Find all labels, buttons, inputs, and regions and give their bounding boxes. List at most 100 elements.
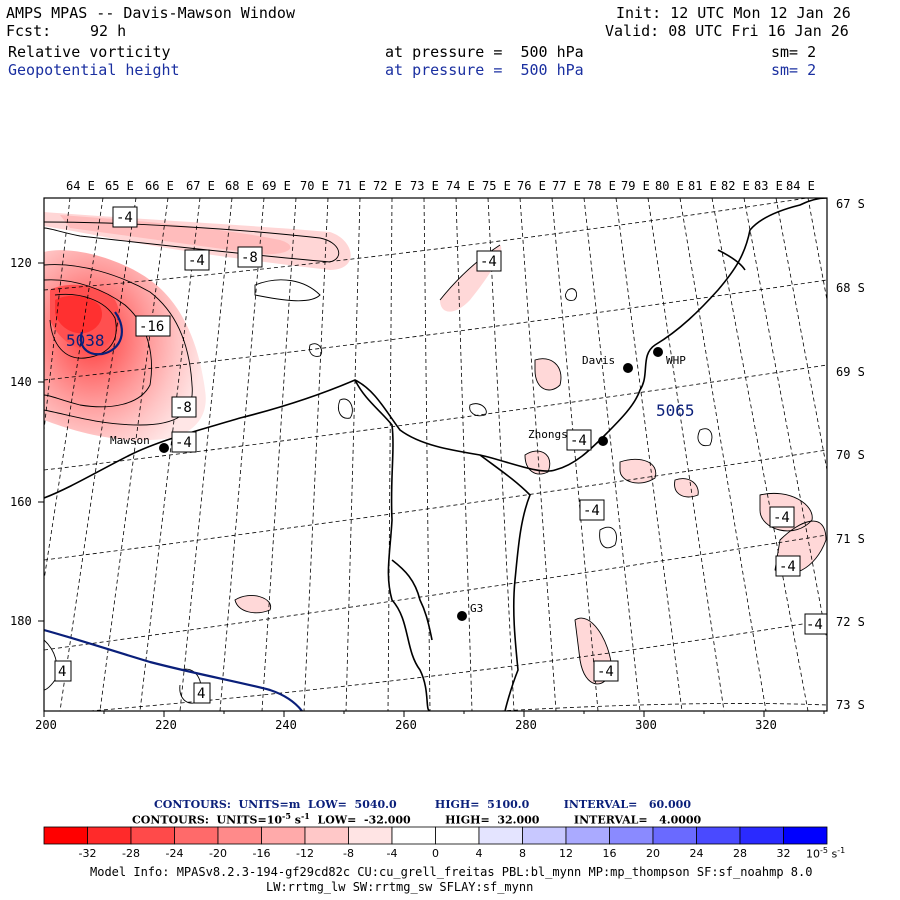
latitude-grid [44, 198, 827, 711]
colorbar-swatch [435, 826, 480, 845]
vorticity-contour-legend: CONTOURS: UNITS=10-5 s-1 LOW= -32.000 HI… [132, 811, 702, 827]
svg-text:76 E: 76 E [517, 179, 546, 193]
svg-text:79 E: 79 E [621, 179, 650, 193]
colorbar-swatch [304, 826, 349, 845]
colorbar-tick-label: -20 [209, 847, 227, 860]
height-label-5065: 5065 [656, 401, 695, 420]
svg-text:67 S: 67 S [836, 197, 865, 211]
forecast-value: 92 h [90, 22, 127, 40]
height-5100-line [44, 628, 303, 711]
colorbar-swatch [261, 826, 306, 845]
height-5040-closed [79, 311, 123, 356]
svg-text:-8: -8 [175, 400, 192, 416]
vort-label-7: -4 [171, 431, 197, 453]
vort-label-9: -4 [579, 499, 605, 521]
svg-text:200: 200 [35, 718, 57, 732]
vorticity-patch-3 [674, 478, 699, 497]
vorticity-contours [44, 221, 827, 704]
colorbar-swatch [43, 826, 88, 845]
model-info-line2: LW:rrtmg_lw SW:rrtmg_sw SFLAY:sf_mynn [266, 880, 534, 894]
svg-text:72 E: 72 E [373, 179, 402, 193]
colorbar-swatch [696, 826, 741, 845]
svg-text:-4: -4 [806, 617, 823, 633]
svg-text:120: 120 [10, 256, 32, 270]
height-contours [44, 311, 303, 711]
colorbar-swatch [391, 826, 436, 845]
field1-pressure: at pressure = 500 hPa [385, 43, 584, 61]
svg-text:280: 280 [515, 718, 537, 732]
station-label-g3: G3 [470, 602, 483, 615]
ice-shelf-west [354, 379, 431, 711]
svg-text:68 E: 68 E [225, 179, 254, 193]
vort-label-5: -16 [135, 315, 171, 337]
colorbar-tick-label: 8 [519, 847, 526, 860]
longitude-grid [44, 198, 827, 711]
svg-text:-4: -4 [583, 503, 600, 519]
svg-text:260: 260 [395, 718, 417, 732]
y-tick-labels: 120 140 160 180 [10, 256, 32, 628]
svg-text:69 E: 69 E [262, 179, 291, 193]
station-g3-marker [457, 611, 467, 621]
colorbar-swatch [609, 826, 654, 845]
colorbar-tick-label: 12 [559, 847, 573, 860]
colorbar-tick-label: -4 [386, 847, 398, 860]
coastline [44, 198, 827, 711]
vort-label-2: -4 [184, 249, 210, 271]
colorbar-swatch [174, 826, 219, 845]
colorbar-swatch [348, 826, 393, 845]
svg-text:-16: -16 [139, 319, 164, 335]
station-davis-marker [623, 363, 633, 373]
station-label-whp: WHP [666, 354, 686, 367]
svg-text:180: 180 [10, 614, 32, 628]
map-content: Davis WHP Zhongshan Mawson G3 -4 -4 -8 -… [44, 198, 827, 711]
vorticity-inner [55, 295, 103, 334]
svg-text:64 E: 64 E [66, 179, 95, 193]
colorbar-swatch [652, 826, 697, 845]
svg-text:220: 220 [155, 718, 177, 732]
colorbar-tick-label: 28 [733, 847, 747, 860]
svg-text:75 E: 75 E [482, 179, 511, 193]
model-info-line1: Model Info: MPASv8.2.3-194-gf29cd82c CU:… [90, 865, 813, 879]
vort-label-8: -4 [566, 429, 592, 451]
field1-smoothing: sm= 2 [771, 43, 817, 61]
colorbar-swatch [478, 826, 523, 845]
app-title: AMPS MPAS -- Davis-Mawson Window [6, 4, 295, 22]
vort-label-6: -8 [171, 396, 197, 418]
colorbar-swatch [783, 826, 828, 845]
station-zhongshan-marker [598, 436, 608, 446]
init-time: Init: 12 UTC Mon 12 Jan 26 [616, 4, 851, 22]
station-whp-marker [653, 347, 663, 357]
vort-label-3: -8 [237, 246, 263, 268]
x-tick-labels: 200 220 240 260 280 300 320 [35, 718, 777, 732]
svg-text:68 S: 68 S [836, 281, 865, 295]
colorbar [43, 826, 828, 845]
svg-text:71 S: 71 S [836, 532, 865, 546]
station-label-mawson: Mawson [110, 434, 150, 447]
vort-label-4: -4 [476, 250, 502, 272]
svg-text:4: 4 [58, 664, 66, 680]
svg-text:73 E: 73 E [410, 179, 439, 193]
colorbar-tick-label: -16 [252, 847, 271, 860]
colorbar-tick-label: 20 [646, 847, 660, 860]
map-frame [43, 197, 828, 712]
forecast-label: Fcst: [6, 22, 52, 40]
colorbar-tick-label: 32 [776, 847, 791, 860]
svg-text:-8: -8 [241, 250, 258, 266]
valid-time: Valid: 08 UTC Fri 16 Jan 26 [605, 22, 849, 40]
field2-name: Geopotential height [8, 61, 180, 79]
vort-label-11: -4 [775, 555, 801, 577]
height-labels: 5038 5065 [66, 331, 695, 420]
svg-text:-4: -4 [773, 510, 790, 526]
svg-text:82 E: 82 E [721, 179, 750, 193]
svg-text:72 S: 72 S [836, 615, 865, 629]
svg-text:-4: -4 [116, 210, 133, 226]
svg-text:240: 240 [275, 718, 297, 732]
vort-label-14: 4 [54, 660, 72, 682]
colorbar-swatch [130, 826, 175, 845]
svg-text:-4: -4 [188, 253, 205, 269]
svg-text:77 E: 77 E [552, 179, 581, 193]
vorticity-patch-8 [235, 595, 271, 613]
longitude-labels: 64 E 65 E 66 E 67 E 68 E 69 E 70 E 71 E … [66, 179, 815, 193]
svg-text:71 E: 71 E [337, 179, 366, 193]
colorbar-swatch [87, 826, 132, 845]
